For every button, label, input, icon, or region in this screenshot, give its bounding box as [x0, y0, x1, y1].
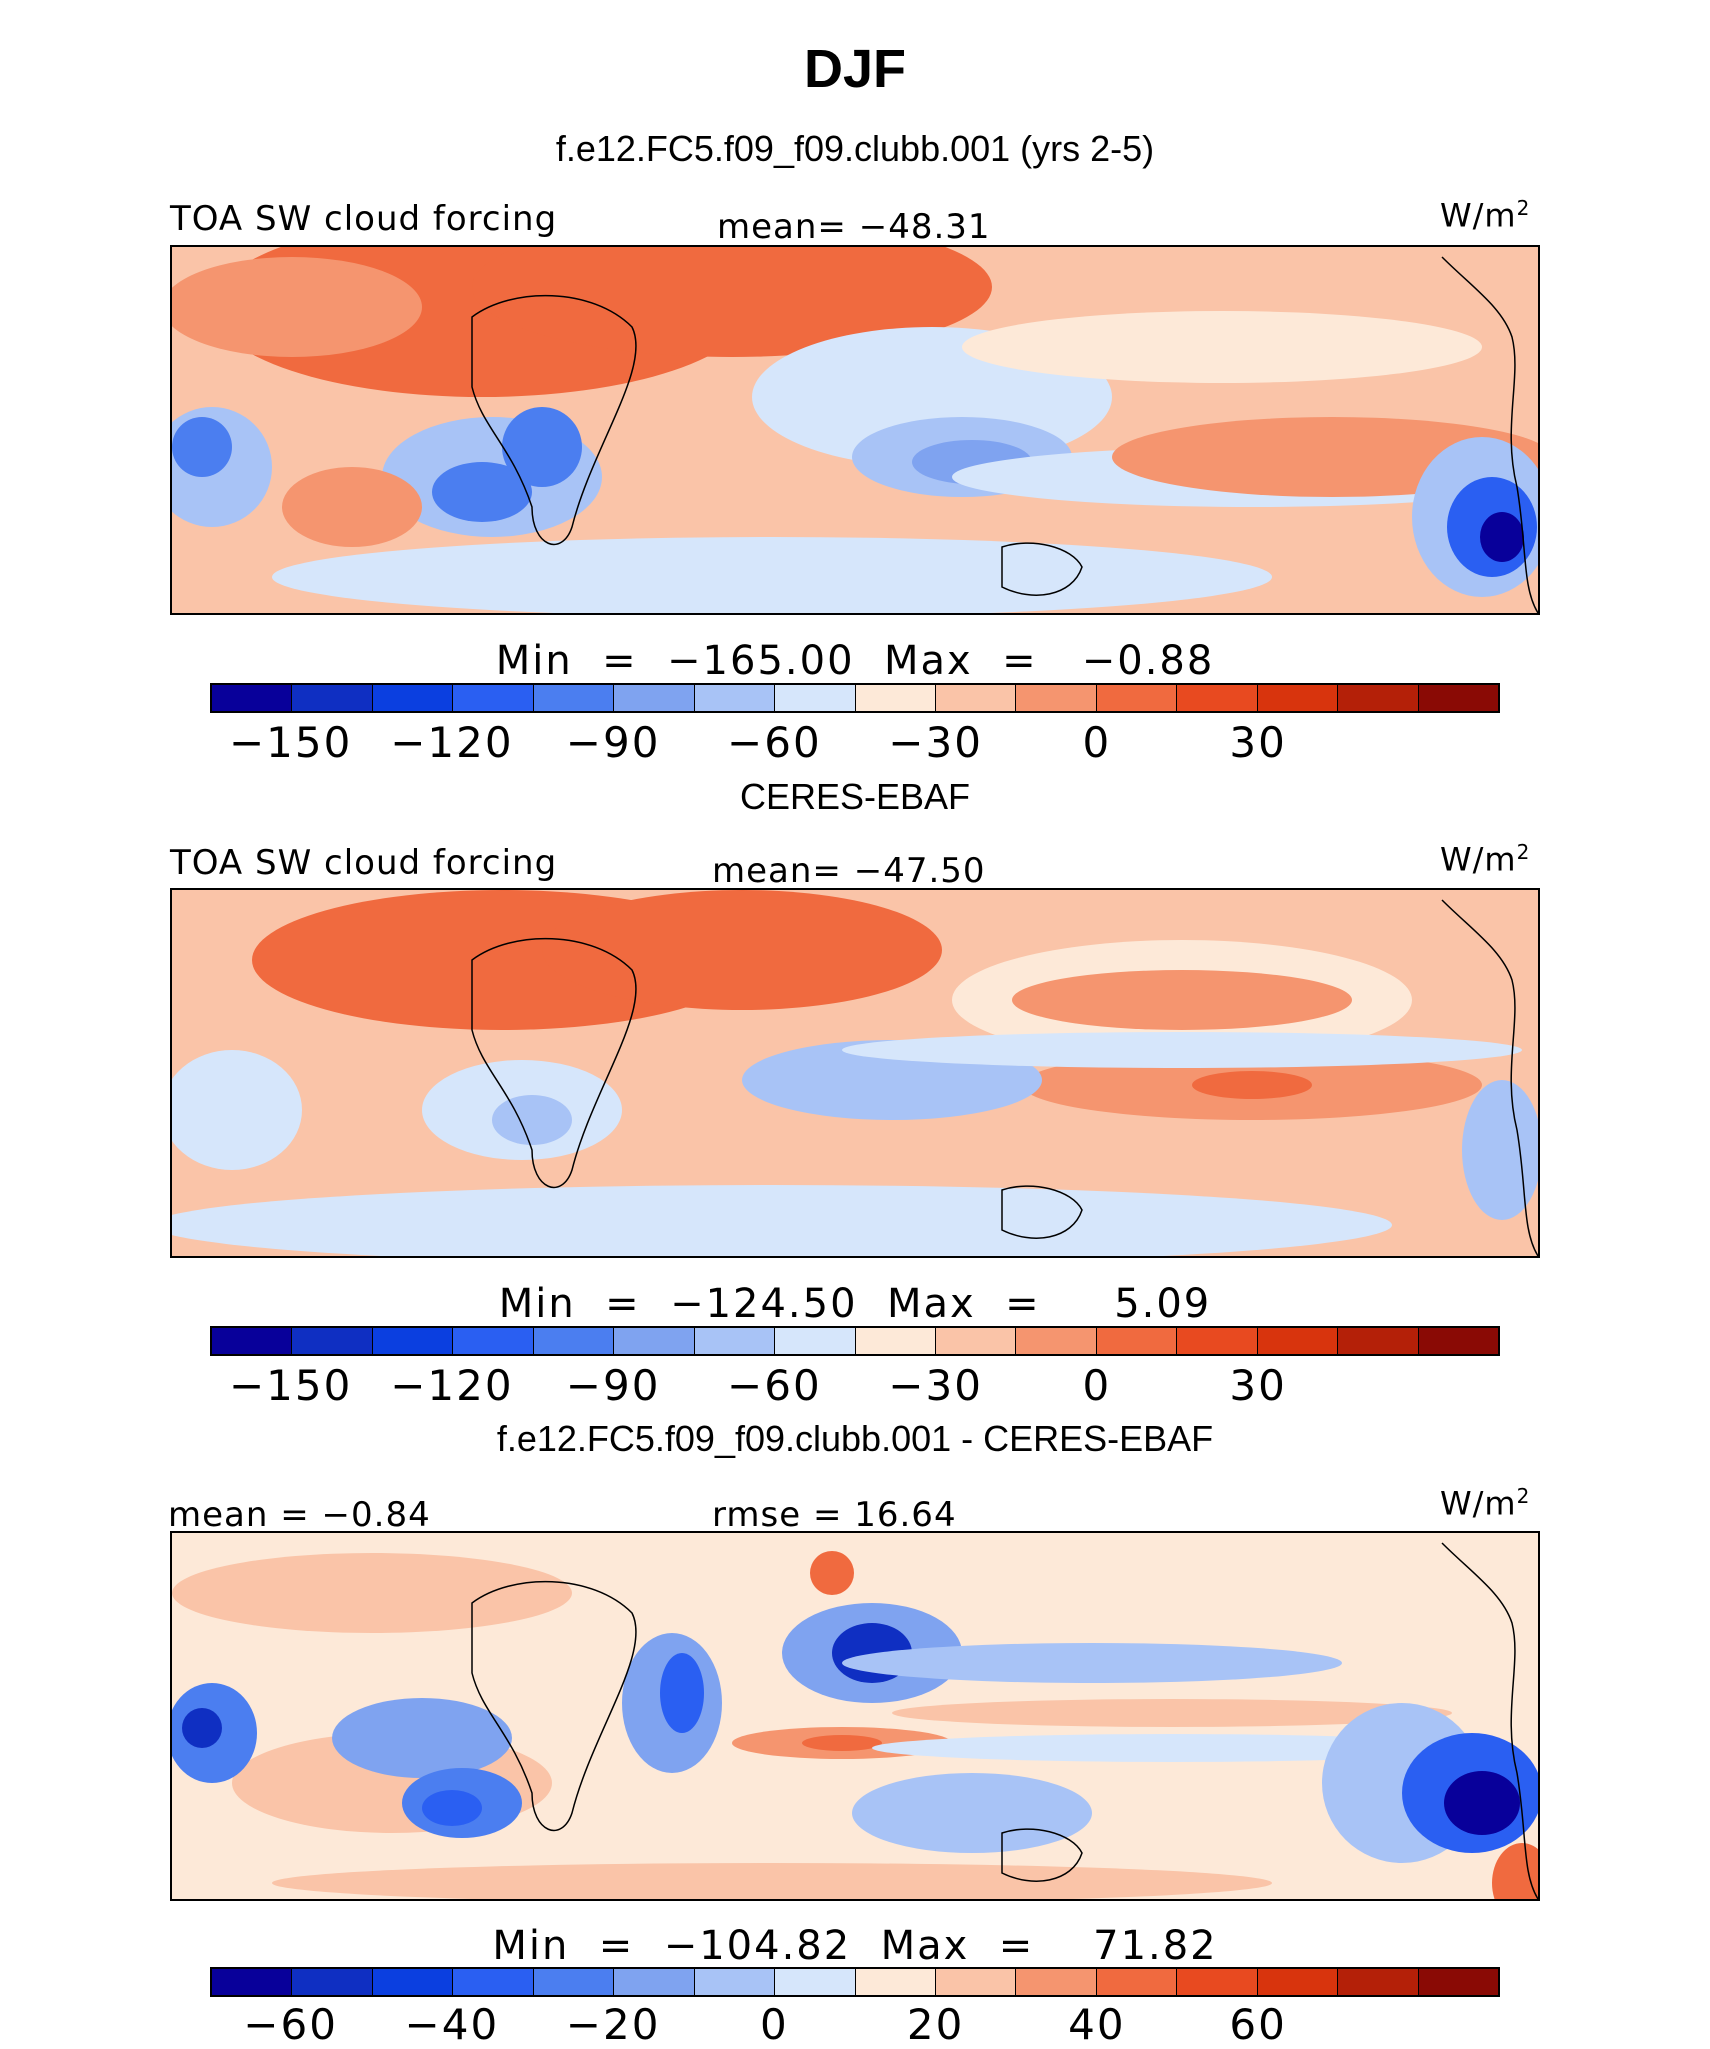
panel-2-colorbar-cell-1 [292, 1328, 373, 1354]
panel-3-colorbar-tick-label: 0 [760, 2000, 789, 2049]
panel-2-colorbar-cell-5 [614, 1328, 695, 1354]
panel-1-colorbar-cell-6 [694, 685, 776, 711]
panel-2-colorbar-tick-label: −60 [727, 1361, 822, 1410]
panel-1-colorbar-cell-5 [614, 685, 695, 711]
panel-1-colorbar-cell-12 [1177, 685, 1258, 711]
panel-1-colorbar-cell-11 [1096, 685, 1178, 711]
panel-2-left-label: TOA SW cloud forcing [170, 843, 558, 883]
panel-3-colorbar-cell-11 [1096, 1969, 1178, 1995]
panel-1-colorbar [210, 683, 1500, 713]
panel-3-colorbar-cell-6 [694, 1969, 776, 1995]
panel-1-colorbar-cell-7 [775, 685, 856, 711]
panel-3-colorbar-cell-7 [775, 1969, 856, 1995]
panel-3-colorbar-cell-0 [212, 1969, 293, 1995]
panel-1-colorbar-cell-14 [1338, 685, 1419, 711]
panel-3-colorbar-cell-12 [1177, 1969, 1258, 1995]
panel-3-colorbar-cell-4 [533, 1969, 615, 1995]
panel-1-colorbar-cell-2 [372, 685, 454, 711]
panel-2-minmax: Min = −124.50 Max = 5.09 [498, 1281, 1212, 1327]
panel-2-colorbar-ticks: −150 −120 −90 −60 −30 0 30 [0, 1365, 1710, 1415]
panel-2-colorbar-cell-7 [775, 1328, 856, 1354]
panel-2-colorbar-cell-11 [1096, 1328, 1178, 1354]
panel-1-map-svg [172, 247, 1538, 613]
panel-1-colorbar-tick-label: −90 [565, 718, 661, 767]
panel-3-map-svg [172, 1533, 1538, 1899]
panel-2-colorbar-cell-4 [533, 1328, 615, 1354]
panel-1-colorbar-tick-label: −150 [228, 718, 353, 767]
panel-3-colorbar-tick-label: 60 [1229, 2000, 1287, 2049]
panel-2-colorbar-cell-2 [372, 1328, 454, 1354]
panel-1-colorbar-cell-9 [935, 685, 1017, 711]
panel-1-map [170, 245, 1540, 615]
panel-3-units: W/m2 [1440, 1484, 1531, 1523]
panel-2-colorbar-tick-label: −90 [565, 1361, 661, 1410]
panel-1-colorbar-tick-label: 30 [1229, 718, 1287, 767]
panel-1-minmax: Min = −165.00 Max = −0.88 [495, 638, 1215, 684]
panel-1-colorbar-tick-label: −120 [390, 718, 514, 767]
panel-2-colorbar-cell-10 [1016, 1328, 1097, 1354]
panel-1-colorbar-tick-label: −60 [727, 718, 822, 767]
panel-2-colorbar-tick-label: −150 [228, 1361, 353, 1410]
panel-3-colorbar-cell-5 [614, 1969, 695, 1995]
panel-1-colorbar-cell-0 [212, 685, 293, 711]
panel-3-colorbar-cell-14 [1338, 1969, 1419, 1995]
panel-3-colorbar-tick-label: −20 [565, 2000, 661, 2049]
panel-2-colorbar-tick-label: −120 [390, 1361, 514, 1410]
panel-2-colorbar-cell-15 [1418, 1328, 1498, 1354]
panel-3-colorbar-ticks: −60 −40 −20 0 20 40 60 [0, 2004, 1710, 2048]
panel-3-colorbar-tick-label: −60 [243, 2000, 338, 2049]
panel-2-colorbar-cell-8 [855, 1328, 936, 1354]
panel-2-colorbar-cell-3 [453, 1328, 534, 1354]
panel-3-colorbar-cell-8 [855, 1969, 936, 1995]
panel-2-colorbar-cell-14 [1338, 1328, 1419, 1354]
panel-2-map [170, 888, 1540, 1258]
panel-1-colorbar-cell-10 [1016, 685, 1097, 711]
panel-1-colorbar-tick-label: 0 [1082, 718, 1112, 767]
panel-3-map [170, 1531, 1540, 1901]
panel-3-colorbar-cell-9 [935, 1969, 1017, 1995]
panel-3-rmse-label: rmse = 16.64 [712, 1495, 957, 1535]
panel-3-colorbar-cell-1 [292, 1969, 373, 1995]
panel-3-colorbar-cell-13 [1257, 1969, 1339, 1995]
panel-3-colorbar-cell-10 [1016, 1969, 1097, 1995]
panel-1-colorbar-cell-4 [533, 685, 615, 711]
panel-3-subtitle: f.e12.FC5.f09_f09.clubb.001 - CERES-EBAF [496, 1418, 1214, 1459]
panel-3-colorbar-tick-label: 40 [1068, 2000, 1126, 2049]
panel-3-colorbar-tick-label: −40 [404, 2000, 500, 2049]
panel-2-colorbar-tick-label: −30 [888, 1361, 983, 1410]
panel-3-colorbar-cell-15 [1418, 1969, 1498, 1995]
panel-2-map-svg [172, 890, 1538, 1256]
panel-3-colorbar [210, 1967, 1500, 1997]
panel-3-mean-label: mean = −0.84 [168, 1495, 431, 1535]
panel-2-colorbar-tick-label: 0 [1082, 1361, 1112, 1410]
panel-1-colorbar-tick-label: −30 [888, 718, 983, 767]
panel-2-colorbar-cell-0 [212, 1328, 293, 1354]
panel-1-colorbar-cell-3 [453, 685, 534, 711]
panel-2-colorbar-cell-12 [1177, 1328, 1258, 1354]
panel-3-colorbar-cell-2 [372, 1969, 454, 1995]
panel-2-colorbar-cell-13 [1257, 1328, 1339, 1354]
panel-1-colorbar-ticks: −150 −120 −90 −60 −30 0 30 [0, 722, 1710, 772]
panel-1-colorbar-cell-8 [855, 685, 936, 711]
panel-1-colorbar-cell-1 [292, 685, 373, 711]
panel-3-colorbar-cell-3 [453, 1969, 534, 1995]
panel-2-units: W/m2 [1440, 840, 1531, 879]
panel-2-mean-label: mean= −47.50 [712, 851, 986, 891]
panel-2-colorbar-tick-label: 30 [1229, 1361, 1287, 1410]
panel-2-subtitle: CERES-EBAF [739, 776, 971, 817]
panel-2-colorbar-cell-6 [694, 1328, 776, 1354]
panel-1-colorbar-cell-15 [1418, 685, 1498, 711]
panel-1-units: W/m2 [1440, 196, 1531, 235]
panel-2-colorbar [210, 1326, 1500, 1356]
panel-1-mean-label: mean= −48.31 [717, 207, 991, 247]
panel-3-minmax: Min = −104.82 Max = 71.82 [492, 1923, 1218, 1969]
panel-1-subtitle: f.e12.FC5.f09_f09.clubb.001 (yrs 2-5) [555, 128, 1155, 169]
panel-2-colorbar-cell-9 [935, 1328, 1017, 1354]
panel-3-colorbar-tick-label: 20 [906, 2000, 965, 2049]
panel-1-left-label: TOA SW cloud forcing [170, 199, 558, 239]
panel-1-colorbar-cell-13 [1257, 685, 1339, 711]
figure-title: DJF [803, 39, 906, 99]
